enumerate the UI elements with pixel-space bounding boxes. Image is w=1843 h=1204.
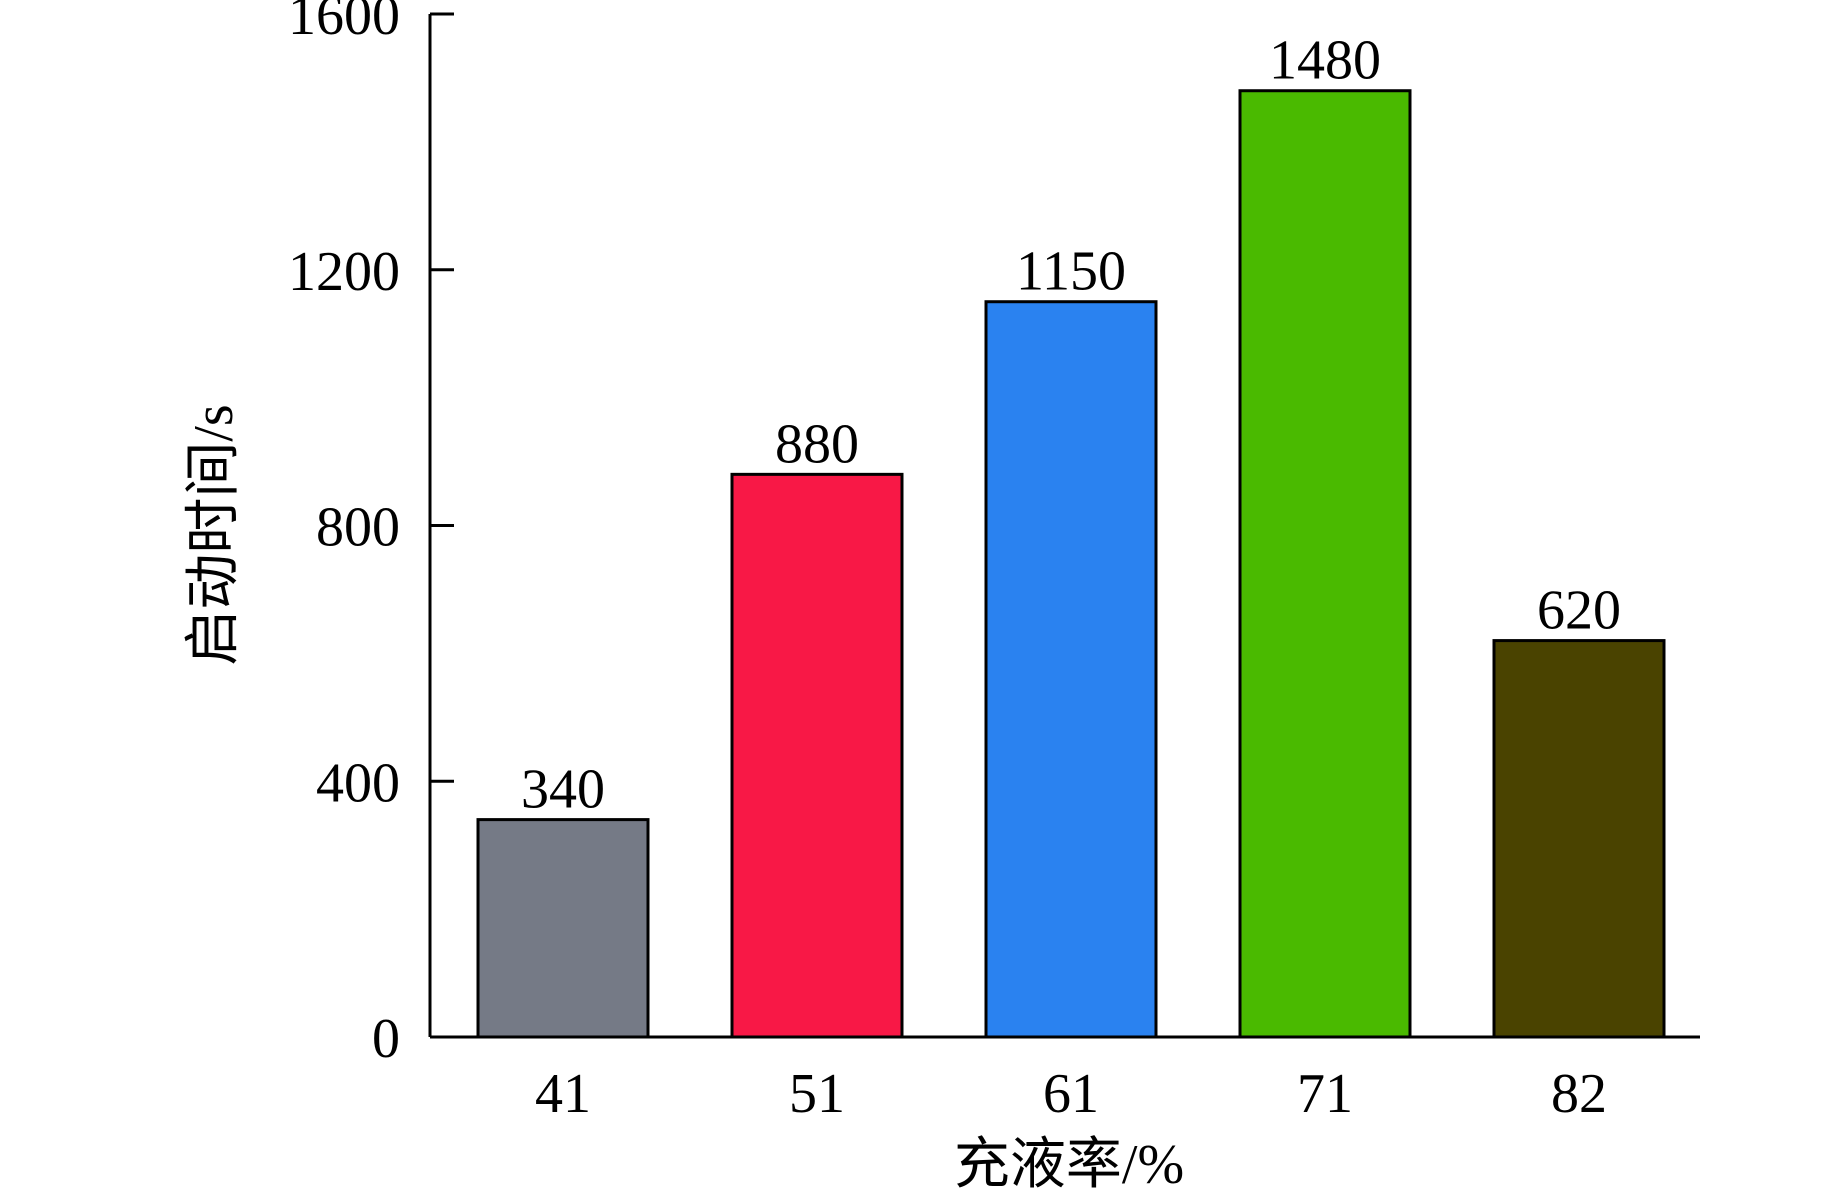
bar-82 — [1492, 639, 1666, 1039]
data-label-82: 620 — [1537, 580, 1621, 642]
bar-61 — [984, 300, 1158, 1039]
bar-71 — [1238, 89, 1412, 1039]
data-labels: 340 880 1150 1480 620 — [521, 30, 1621, 821]
bar-51 — [730, 472, 904, 1039]
x-tick-label: 51 — [789, 1063, 845, 1125]
x-axis-title: 充液率/% — [954, 1134, 1184, 1196]
bar-41 — [476, 818, 650, 1039]
x-tick-label: 41 — [535, 1063, 591, 1125]
y-ticks: 0 400 800 1200 1600 — [288, 0, 454, 1070]
data-label-51: 880 — [775, 413, 859, 475]
bars-layer — [476, 89, 1666, 1039]
x-tick-label: 71 — [1297, 1063, 1353, 1125]
x-tick-label: 61 — [1043, 1063, 1099, 1125]
data-label-71: 1480 — [1269, 30, 1381, 92]
data-label-41: 340 — [521, 759, 605, 821]
x-ticks: 41 51 61 71 82 — [535, 1063, 1607, 1125]
x-tick-label: 82 — [1551, 1063, 1607, 1125]
y-tick-label: 1600 — [288, 0, 400, 47]
y-tick-label: 400 — [316, 752, 400, 814]
y-tick-label: 1200 — [288, 241, 400, 303]
y-tick-label: 0 — [372, 1008, 400, 1070]
y-tick-label: 800 — [316, 497, 400, 559]
data-label-61: 1150 — [1016, 241, 1126, 303]
y-axis-title: 启动时间/s — [183, 404, 245, 665]
